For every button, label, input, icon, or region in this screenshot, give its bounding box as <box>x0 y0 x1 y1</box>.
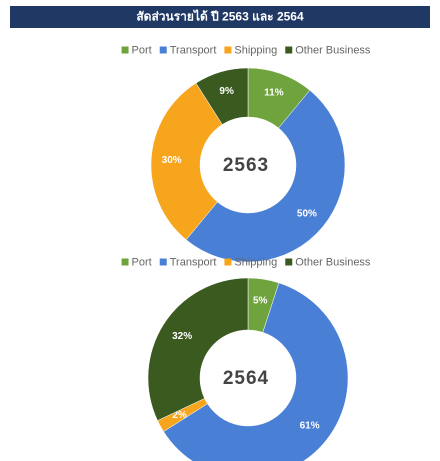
slice-label: 30% <box>162 155 182 166</box>
legend-swatch <box>285 258 293 266</box>
center-label: 2563 <box>223 155 269 176</box>
title-bar <box>10 6 430 28</box>
slice-label: 50% <box>297 208 317 219</box>
chart-title: สัดส่วนรายได้ ปี 2563 และ 2564 <box>136 9 304 24</box>
slice-label: 11% <box>264 88 284 99</box>
legend-label: Transport <box>170 44 217 56</box>
donut-slice <box>150 82 223 241</box>
legend-swatch <box>224 46 232 54</box>
legend-swatch <box>121 46 129 54</box>
donut-slice <box>185 89 346 263</box>
center-label: 2564 <box>223 368 269 389</box>
legend-swatch <box>285 46 293 54</box>
slice-label: 9% <box>219 86 234 97</box>
legend-swatch <box>159 258 167 266</box>
donut-slice <box>195 67 249 125</box>
legend-label: Transport <box>170 256 217 268</box>
legend-label: Port <box>132 256 152 268</box>
legend-label: Shipping <box>234 44 277 56</box>
slice-label: 5% <box>253 296 268 307</box>
donut-slice <box>163 282 349 461</box>
legend-label: Other Business <box>295 256 371 268</box>
slice-label: 61% <box>300 420 320 431</box>
legend-label: Port <box>132 44 152 56</box>
legend-swatch <box>121 258 129 266</box>
legend-label: Shipping <box>234 256 277 268</box>
legend-swatch <box>159 46 167 54</box>
slice-label: 32% <box>172 331 192 342</box>
legend-label: Other Business <box>295 44 371 56</box>
donut-slice <box>147 277 249 421</box>
slice-label: 2% <box>172 410 187 421</box>
legend-swatch <box>224 258 232 266</box>
